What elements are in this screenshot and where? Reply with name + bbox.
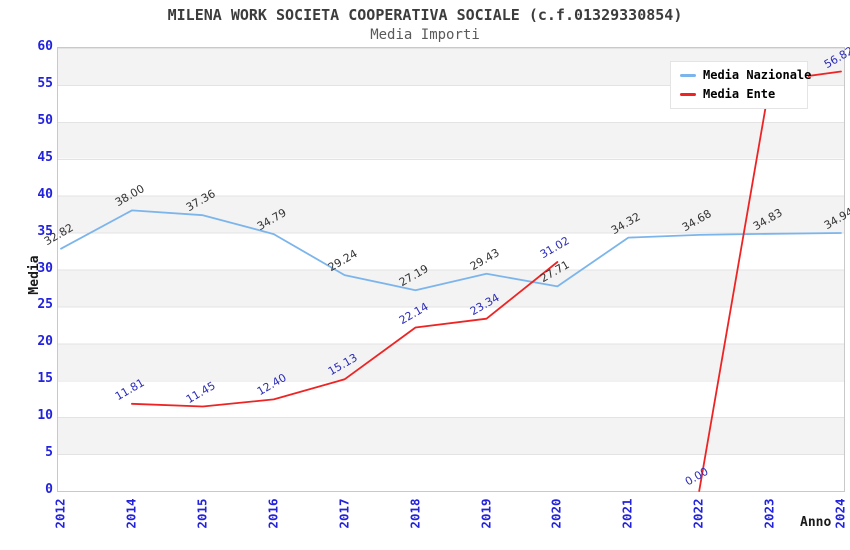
legend-item-label: Media Nazionale <box>703 68 812 82</box>
chart-title: MILENA WORK SOCIETA COOPERATIVA SOCIALE … <box>167 6 683 24</box>
data-point-label: 38.00 <box>112 182 147 210</box>
data-point-label: 15.13 <box>325 351 360 379</box>
y-tick-label: 60 <box>37 39 53 54</box>
data-point-label: 56.82 <box>821 43 850 71</box>
data-point-label: 34.94 <box>821 205 850 233</box>
x-tick-label: 2023 <box>761 498 777 529</box>
y-tick-label: 35 <box>37 223 53 239</box>
x-tick-label: 2014 <box>123 498 139 529</box>
data-point-label: 34.32 <box>609 209 643 237</box>
data-point-label: 34.68 <box>680 206 714 234</box>
data-point-label: 11.45 <box>183 378 218 406</box>
x-tick-label: 2017 <box>336 498 352 529</box>
data-point-label: 22.14 <box>396 299 431 327</box>
x-tick-label: 2020 <box>548 498 564 529</box>
x-tick-label: 2015 <box>194 498 210 529</box>
data-point-label: 37.36 <box>183 187 218 215</box>
legend-item-label: Media Ente <box>703 87 776 101</box>
x-tick-label: 2019 <box>478 498 493 529</box>
data-point-label: 29.43 <box>467 245 502 273</box>
x-tick-label: 2016 <box>265 498 281 529</box>
y-tick-label: 50 <box>37 112 53 128</box>
legend-item-media-ente[interactable]: Media Ente <box>680 87 798 101</box>
x-axis-title: Anno <box>800 515 832 530</box>
x-tick-label: 2022 <box>690 498 706 529</box>
y-tick-label: 0 <box>45 482 53 497</box>
chart-subtitle: Media Importi <box>370 27 480 43</box>
data-point-label: 23.34 <box>467 290 502 318</box>
y-tick-label: 40 <box>37 186 53 202</box>
data-point-label: 27.19 <box>396 262 431 290</box>
x-tick-label: 2012 <box>52 498 68 529</box>
y-tick-label: 55 <box>37 75 53 91</box>
plot-gridlines <box>58 48 844 491</box>
data-labels: 32.82 38.00 37.36 34.79 29.24 27.19 29.43 27.71… <box>42 44 850 491</box>
legend: Media Nazionale Media Ente <box>670 61 811 109</box>
data-point-label: 34.79 <box>254 206 289 234</box>
data-point-label: 29.24 <box>325 247 360 275</box>
y-tick-label: 25 <box>37 297 53 313</box>
y-axis-title: Media <box>27 255 42 295</box>
legend-swatch-icon <box>680 92 696 96</box>
y-tick-label: 20 <box>37 334 53 350</box>
y-tick-label: 10 <box>37 408 53 424</box>
legend-item-media-nazionale[interactable]: Media Nazionale <box>680 68 811 82</box>
data-point-label: 0.00 <box>683 464 711 489</box>
series-line <box>60 209 842 292</box>
data-point-label: 34.83 <box>750 205 785 233</box>
y-tick-label: 30 <box>37 260 53 276</box>
y-tick-label: 15 <box>37 371 53 387</box>
y-tick-label: 5 <box>45 445 53 461</box>
plot-area: 32.82 38.00 37.36 34.79 29.24 27.19 29.43 27.71… <box>42 44 850 492</box>
x-tick-label: 2021 <box>619 498 635 529</box>
data-point-label: 12.40 <box>254 371 289 399</box>
series-line <box>131 261 559 408</box>
legend-swatch-icon <box>680 73 696 77</box>
x-tick-label: 2018 <box>407 498 422 529</box>
data-point-label: 11.81 <box>112 375 147 403</box>
y-tick-label: 45 <box>37 149 53 165</box>
